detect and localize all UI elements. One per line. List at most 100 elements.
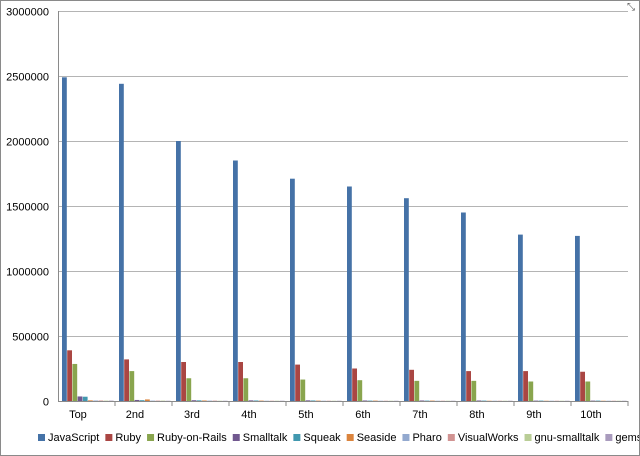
bar bbox=[549, 400, 554, 402]
bar bbox=[82, 396, 88, 401]
bar bbox=[502, 400, 508, 402]
bar bbox=[595, 400, 601, 402]
legend-swatch bbox=[105, 434, 113, 441]
bar bbox=[352, 368, 357, 401]
bar bbox=[233, 160, 238, 401]
bar bbox=[321, 400, 326, 402]
y-axis-ticks: 0 500000 1000000 1500000 2000000 2500000 30000… bbox=[6, 7, 49, 409]
legend-label: Pharo bbox=[412, 432, 441, 444]
y-tick-label: 2500000 bbox=[6, 72, 49, 84]
x-tick-label: Top bbox=[69, 409, 87, 421]
bar bbox=[181, 362, 186, 401]
bar bbox=[471, 380, 477, 401]
bar bbox=[212, 400, 218, 402]
bar bbox=[62, 77, 67, 402]
bar bbox=[310, 400, 316, 401]
y-tick-label: 2000000 bbox=[6, 137, 49, 149]
legend-label: Ruby bbox=[115, 432, 141, 444]
bar bbox=[134, 399, 140, 401]
bar bbox=[238, 362, 243, 401]
bar bbox=[357, 380, 363, 401]
legend-label: VisualWorks bbox=[458, 432, 519, 444]
bar bbox=[621, 400, 627, 402]
bar bbox=[518, 234, 523, 401]
bar bbox=[77, 396, 83, 401]
bar bbox=[481, 400, 487, 402]
bar bbox=[222, 400, 228, 402]
x-tick-label: 8th bbox=[469, 409, 484, 421]
bar bbox=[492, 400, 497, 402]
bar bbox=[466, 371, 471, 401]
bar bbox=[72, 363, 78, 401]
bar bbox=[176, 141, 181, 401]
bar bbox=[269, 400, 275, 402]
bar bbox=[538, 400, 544, 402]
bar bbox=[533, 400, 539, 402]
bar bbox=[248, 400, 254, 401]
bar bbox=[611, 400, 617, 402]
x-tick-label: 3rd bbox=[184, 409, 200, 421]
bar bbox=[414, 380, 420, 401]
y-tick-label: 3000000 bbox=[6, 7, 49, 19]
bar bbox=[191, 400, 197, 401]
legend-swatch bbox=[293, 434, 301, 441]
legend-label: Ruby-on-Rails bbox=[157, 432, 227, 444]
legend-swatch bbox=[524, 434, 532, 441]
y-tick-label: 0 bbox=[43, 397, 49, 409]
bar bbox=[430, 400, 435, 402]
bar bbox=[155, 400, 161, 402]
bar bbox=[585, 381, 591, 401]
bar bbox=[145, 399, 150, 401]
bar bbox=[160, 400, 166, 402]
bar bbox=[601, 400, 606, 402]
bar bbox=[419, 400, 425, 401]
bar bbox=[383, 400, 389, 402]
bar bbox=[295, 364, 300, 401]
legend-swatch bbox=[402, 434, 410, 441]
bar bbox=[108, 400, 114, 402]
bar bbox=[139, 400, 145, 401]
x-tick-label: 2nd bbox=[126, 409, 144, 421]
bar bbox=[243, 378, 249, 401]
bar bbox=[606, 400, 611, 402]
bar bbox=[202, 400, 207, 401]
legend: JavaScript Ruby Ruby-on-Rails Smalltalk Sque… bbox=[38, 432, 639, 444]
legend-label: Squeak bbox=[303, 432, 341, 444]
bar bbox=[575, 235, 580, 401]
bar bbox=[404, 198, 409, 401]
bar bbox=[93, 400, 98, 401]
y-tick-label: 1500000 bbox=[6, 202, 49, 214]
bars bbox=[62, 77, 627, 402]
bar bbox=[274, 400, 280, 402]
bar bbox=[88, 400, 93, 401]
bar bbox=[186, 378, 192, 401]
bar bbox=[445, 400, 451, 402]
bar bbox=[388, 400, 394, 402]
x-tick-label: 9th bbox=[526, 409, 541, 421]
gridlines bbox=[58, 11, 628, 337]
bar bbox=[279, 400, 285, 402]
bar bbox=[300, 379, 306, 401]
bar bbox=[217, 400, 223, 402]
bar bbox=[196, 400, 202, 401]
x-tick-label: 6th bbox=[355, 409, 370, 421]
bar bbox=[424, 400, 430, 402]
legend-label: Smalltalk bbox=[243, 432, 288, 444]
bar bbox=[393, 400, 399, 402]
bar bbox=[528, 381, 534, 401]
legend-swatch bbox=[147, 434, 155, 441]
bar bbox=[487, 400, 492, 402]
bar bbox=[150, 400, 155, 402]
legend-swatch bbox=[447, 434, 455, 441]
bar bbox=[616, 400, 622, 402]
bar bbox=[497, 400, 503, 402]
bar bbox=[362, 400, 368, 401]
legend-label: gemstone bbox=[615, 432, 639, 444]
resize-corner-icon[interactable]: ⤡ bbox=[627, 2, 635, 13]
bar bbox=[316, 400, 321, 402]
legend-label: Seaside bbox=[357, 432, 397, 444]
bar bbox=[67, 350, 72, 401]
x-axis-ticks: Top 2nd 3rd 4th 5th 6th 7th 8th 9th 10th bbox=[69, 401, 629, 421]
bar bbox=[435, 400, 440, 402]
